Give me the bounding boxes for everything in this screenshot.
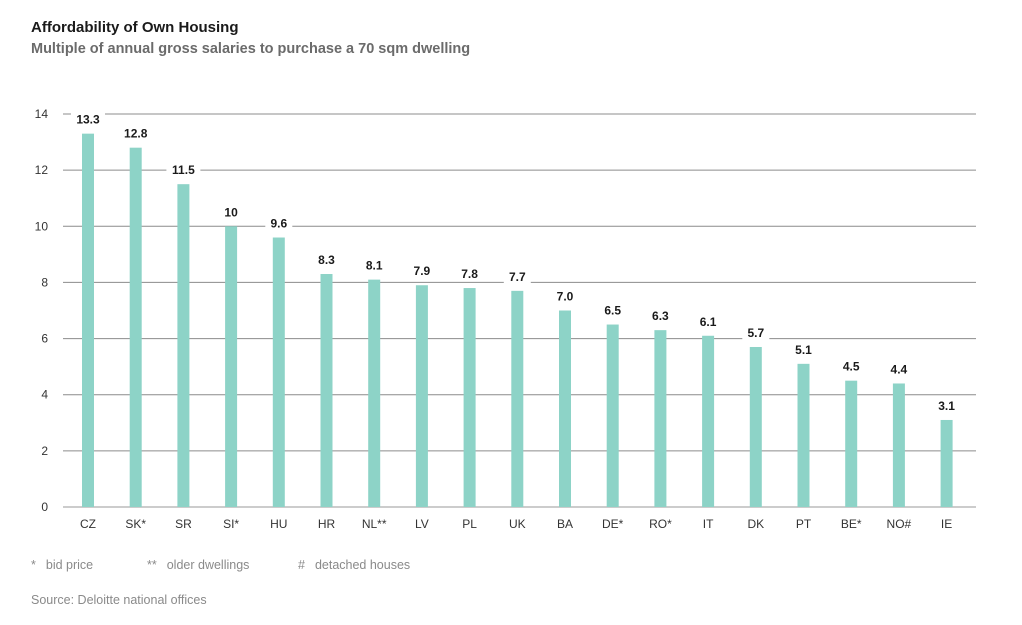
footnote-bid-price: * bid price	[31, 558, 147, 572]
data-label: 4.4	[891, 362, 908, 376]
x-tick-label: RO*	[649, 517, 672, 531]
bar	[320, 274, 333, 507]
footnote-symbol: *	[31, 558, 36, 572]
y-tick-label: 8	[41, 275, 48, 289]
data-label-bg	[646, 308, 674, 324]
data-label: 12.8	[124, 127, 148, 141]
bar	[606, 324, 619, 507]
y-tick-label: 2	[41, 444, 48, 458]
x-tick-label: HR	[318, 517, 336, 531]
bar	[845, 380, 858, 507]
data-label-bg	[313, 252, 340, 268]
data-label-bg	[265, 215, 293, 231]
data-label: 5.7	[747, 326, 764, 340]
bar	[749, 346, 762, 507]
data-label-bg	[503, 268, 531, 284]
footnote-text: bid price	[45, 558, 94, 572]
data-label: 3.1	[938, 399, 955, 413]
data-label: 7.7	[509, 270, 526, 284]
footnote-symbol: #	[298, 558, 305, 572]
x-tick-label: IE	[941, 517, 952, 531]
x-tick-label: LV	[415, 517, 429, 531]
footnote-text: older dwellings	[166, 558, 250, 572]
data-label: 6.5	[604, 304, 621, 318]
data-label-bg	[221, 204, 242, 220]
footnotes: * bid price ** older dwellings # detached h…	[31, 558, 410, 572]
chart-subtitle: Multiple of annual gross salaries to pur…	[31, 41, 471, 57]
x-tick-label: SR	[175, 517, 192, 531]
chart-title: Affordability of Own Housing	[31, 19, 239, 36]
y-tick-label: 10	[35, 219, 49, 233]
x-tick-label: UK	[509, 517, 526, 531]
data-label: 8.3	[318, 253, 335, 267]
bar	[511, 290, 524, 507]
x-tick-label: NO#	[887, 517, 912, 531]
x-tick-label: HU	[270, 517, 287, 531]
footnote-text: detached houses	[314, 558, 411, 572]
data-label-bg	[885, 361, 913, 377]
bar	[82, 133, 94, 507]
x-tick-label: CZ	[80, 517, 96, 531]
x-tick-label: DK	[747, 517, 764, 531]
footnote-symbol: **	[147, 558, 157, 572]
x-tick-label: SI*	[223, 517, 239, 531]
data-label: 7.0	[557, 290, 574, 304]
x-tick-label: SK*	[125, 517, 146, 531]
bar-chart: 0 2 4 6 8 10 12 14 13.3 CZ 12.8 SK* 11.5 SR 10 SI* 9.6 HU…	[35, 107, 976, 531]
bar	[463, 288, 476, 507]
x-tick-label: DE*	[602, 517, 624, 531]
data-label: 4.5	[843, 360, 860, 374]
x-tick-label: BE*	[841, 517, 862, 531]
data-label-bg	[71, 111, 105, 127]
x-tick-label: BA	[557, 517, 573, 531]
data-label: 6.3	[652, 309, 669, 323]
x-tick-label: NL**	[362, 517, 387, 531]
data-label-bg	[551, 288, 579, 304]
data-label: 7.9	[414, 264, 431, 278]
footnote-detached-houses: # detached houses	[298, 558, 410, 572]
data-label-bg	[694, 313, 722, 329]
data-label-bg	[742, 324, 770, 340]
data-label: 13.3	[76, 113, 100, 127]
data-label: 8.1	[366, 259, 383, 273]
x-tick-label: IT	[703, 517, 714, 531]
data-label: 7.8	[461, 267, 478, 281]
data-label: 10	[224, 205, 238, 219]
data-label-bg	[933, 397, 961, 413]
bar	[272, 237, 285, 507]
data-label-bg	[837, 358, 865, 374]
source-note: Source: Deloitte national offices	[31, 593, 207, 607]
x-tick-label: PL	[462, 517, 477, 531]
x-tick-label: PT	[796, 517, 812, 531]
y-tick-label: 4	[41, 388, 48, 402]
footnote-older-dwellings: ** older dwellings	[147, 558, 298, 572]
bar	[177, 184, 190, 507]
bar	[225, 226, 238, 508]
bar	[654, 330, 667, 507]
y-tick-label: 14	[35, 107, 49, 121]
bar	[702, 335, 715, 507]
data-label-bg	[166, 162, 201, 178]
data-label: 6.1	[700, 315, 717, 329]
data-label: 5.1	[795, 343, 812, 357]
bar	[129, 147, 142, 507]
y-tick-label: 6	[41, 332, 48, 346]
y-tick-label: 12	[35, 163, 49, 177]
data-label: 11.5	[172, 163, 195, 177]
bar	[368, 279, 381, 507]
bar	[559, 310, 571, 507]
data-label-bg	[599, 302, 627, 318]
data-label-bg	[790, 341, 817, 357]
data-label-bg	[408, 263, 436, 279]
data-label: 9.6	[270, 217, 287, 231]
data-label-bg	[360, 257, 388, 273]
data-label-bg	[456, 266, 484, 282]
bar	[940, 419, 953, 507]
bar	[415, 285, 428, 507]
y-tick-label: 0	[41, 500, 48, 514]
bar	[797, 363, 810, 507]
data-label-bg	[118, 125, 153, 141]
bar	[892, 383, 905, 507]
